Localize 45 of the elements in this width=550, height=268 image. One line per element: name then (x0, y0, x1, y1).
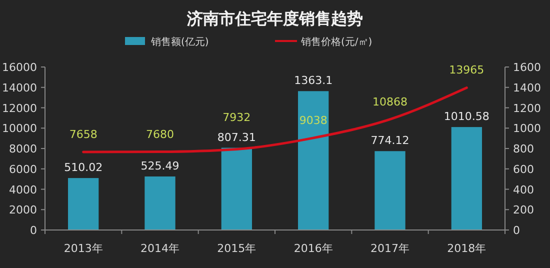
y-tick-label: 2000 (9, 204, 37, 217)
y2-tick-label: 0 (513, 224, 520, 237)
bar (221, 148, 252, 230)
y2-tick-label: 1400 (513, 81, 541, 94)
data-label: 774.12 (370, 134, 410, 148)
y2-tick-label: 800 (513, 142, 534, 156)
bar (144, 176, 176, 230)
data-label: 7932 (222, 111, 251, 124)
y-tick-label: 16000 (2, 61, 37, 74)
y-tick-label: 8000 (9, 142, 37, 156)
y2-tick-label: 200 (513, 204, 534, 217)
legend-label: 销售额(亿元) (150, 36, 209, 48)
y-tick-label: 4000 (9, 183, 37, 196)
y2-tick-label: 1600 (513, 61, 541, 74)
y2-tick-label: 600 (513, 162, 534, 176)
data-label: 510.02 (64, 161, 103, 174)
x-tick-label: 2014年 (140, 242, 180, 255)
y2-tick-label: 400 (513, 183, 534, 196)
data-label: 807.31 (217, 130, 256, 144)
y-tick-label: 14000 (2, 81, 37, 94)
data-label: 1010.58 (444, 110, 490, 124)
chart-title: 济南市住宅年度销售趋势 (186, 9, 363, 28)
bar (374, 151, 406, 230)
y2-tick-label: 1000 (513, 122, 541, 136)
x-tick-label: 2018年 (447, 242, 486, 255)
x-tick-label: 2013年 (64, 242, 103, 255)
y2-tick-label: 1200 (513, 102, 541, 115)
x-tick-label: 2015年 (217, 242, 256, 255)
data-label: 1363.1 (294, 74, 333, 88)
bar (298, 91, 329, 230)
data-label: 10868 (372, 95, 408, 108)
data-label: 7680 (146, 128, 174, 141)
data-label: 9038 (299, 114, 328, 127)
y-tick-label: 6000 (9, 162, 37, 176)
x-tick-label: 2016年 (294, 242, 333, 255)
data-label: 525.49 (140, 159, 180, 172)
x-tick-label: 2017年 (370, 242, 410, 255)
legend-label: 销售价格(元/㎡) (300, 36, 372, 48)
bar (68, 178, 99, 230)
y-tick-label: 10000 (2, 122, 37, 136)
y-tick-label: 0 (30, 224, 37, 237)
data-label: 13965 (449, 64, 484, 77)
data-label: 7658 (69, 128, 98, 141)
bar (451, 127, 482, 230)
y-tick-label: 12000 (2, 102, 37, 115)
